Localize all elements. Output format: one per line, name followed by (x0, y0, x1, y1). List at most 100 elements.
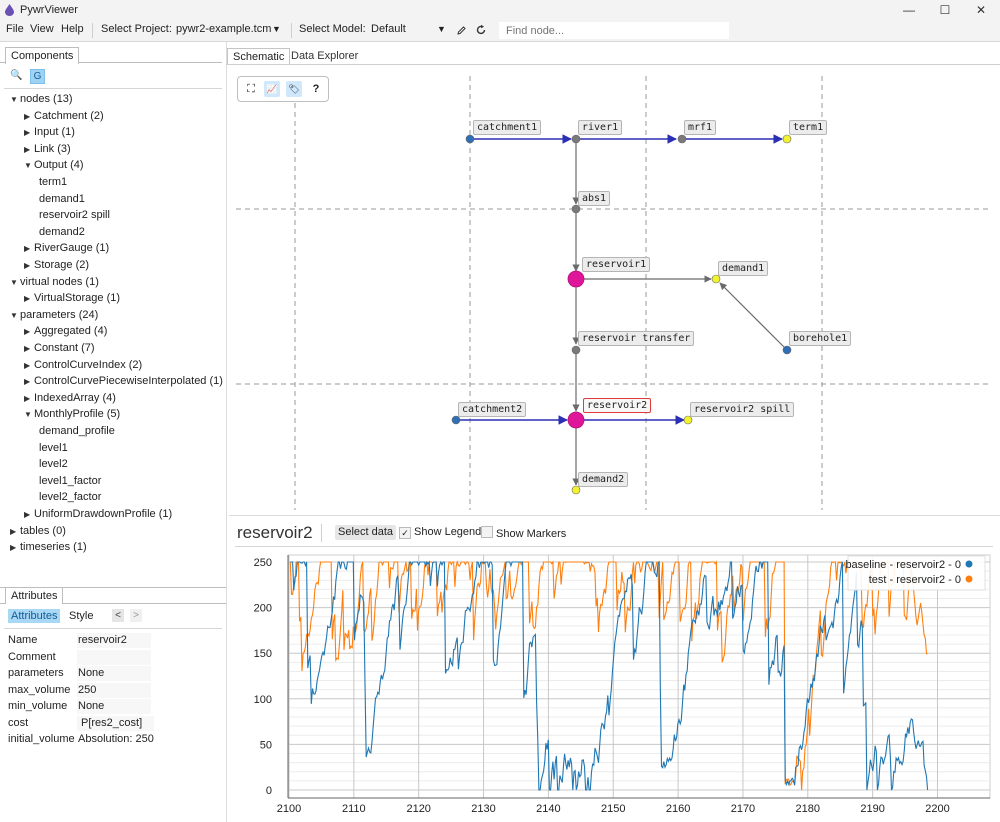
model-combo[interactable]: Default (371, 23, 406, 35)
node-river1[interactable] (571, 134, 581, 144)
tree-item[interactable]: level1 (38, 440, 68, 456)
node-label-mrf1[interactable]: mrf1 (684, 120, 717, 135)
tree-item[interactable]: ▶ ControlCurvePiecewiseInterpolated (1) (24, 373, 223, 389)
collapsed-arrow-icon[interactable]: ▶ (24, 360, 31, 370)
tree-item[interactable]: ▶ tables (0) (10, 523, 66, 539)
expanded-arrow-icon[interactable]: ▼ (10, 277, 18, 287)
tab-schematic[interactable]: Schematic (227, 48, 291, 65)
select-data-button[interactable]: Select data (335, 525, 397, 540)
collapsed-arrow-icon[interactable]: ▶ (10, 526, 17, 536)
node-label-reservoir_transfer[interactable]: reservoir transfer (578, 331, 695, 346)
tree-item[interactable]: demand2 (38, 224, 85, 240)
tree-item[interactable]: ▶ Input (1) (24, 124, 75, 140)
line-chart[interactable]: 0 50 100 150 200 250 2100 2110 2120 2130 2140 2150 2… (229, 546, 1000, 822)
search-icon[interactable]: 🔍 (10, 70, 23, 81)
tree-item[interactable]: ▶ RiverGauge (1) (24, 240, 109, 256)
tab-data-explorer[interactable]: Data Explorer (291, 50, 359, 62)
node-label-demand2[interactable]: demand2 (578, 472, 629, 487)
collapsed-arrow-icon[interactable]: ▶ (24, 344, 31, 353)
splitter[interactable] (226, 42, 227, 822)
collapsed-arrow-icon[interactable]: ▶ (24, 393, 31, 403)
tree-item[interactable]: ▼ virtual nodes (1) (10, 274, 99, 290)
collapsed-arrow-icon[interactable]: ▶ (24, 111, 31, 121)
attribute-value[interactable]: None (77, 699, 151, 714)
node-reservoir1[interactable] (567, 270, 585, 288)
tree-item[interactable]: ▶ Storage (2) (24, 257, 89, 273)
expanded-arrow-icon[interactable]: ▼ (10, 95, 18, 104)
menu-view[interactable]: View (30, 23, 54, 35)
model-dropdown-icon[interactable]: ▼ (437, 24, 446, 34)
series-line-baseline[interactable] (290, 560, 929, 791)
subtab-style[interactable]: Style (69, 610, 94, 622)
series-line-test[interactable] (289, 560, 928, 791)
node-reservoir_transfer[interactable] (571, 345, 581, 355)
tree-item[interactable]: level2_factor (38, 489, 101, 505)
node-label-reservoir1[interactable]: reservoir1 (582, 257, 651, 272)
tab-components[interactable]: Components (5, 47, 80, 64)
expanded-arrow-icon[interactable]: ▼ (24, 161, 32, 171)
node-demand2[interactable] (571, 485, 581, 495)
attribute-value[interactable] (77, 649, 151, 665)
tree-item[interactable]: ▶ ControlCurveIndex (2) (24, 357, 142, 373)
prev-button[interactable]: < (112, 609, 124, 622)
attribute-value[interactable]: reservoir2 (77, 633, 151, 648)
attribute-value[interactable]: None (77, 666, 151, 681)
collapsed-arrow-icon[interactable]: ▶ (24, 510, 31, 519)
node-reservoir2[interactable] (567, 411, 585, 429)
menu-file[interactable]: File (6, 23, 24, 35)
node-label-demand1[interactable]: demand1 (718, 261, 769, 276)
next-button[interactable]: > (130, 609, 142, 622)
node-label-reservoir2[interactable]: reservoir2 (583, 398, 652, 413)
collapsed-arrow-icon[interactable]: ▶ (24, 377, 31, 387)
node-abs1[interactable] (571, 204, 581, 214)
help-icon[interactable]: ? (312, 83, 320, 95)
node-catchment2[interactable] (451, 415, 461, 425)
tab-attributes[interactable]: Attributes (5, 587, 64, 604)
edit-icon[interactable] (456, 25, 467, 36)
tree-item[interactable]: ▼ nodes (13) (10, 91, 73, 107)
tag-icon[interactable]: 🏷 (286, 81, 302, 97)
tree-item[interactable]: ▶ UniformDrawdownProfile (1) (24, 506, 172, 522)
tree-item[interactable]: ▶ Link (3) (24, 141, 71, 157)
tree-item[interactable]: demand1 (38, 191, 85, 207)
node-label-catchment1[interactable]: catchment1 (473, 120, 542, 135)
tree-item[interactable]: reservoir2 spill (38, 207, 110, 223)
tree-item[interactable]: level2 (38, 456, 68, 472)
tree-item[interactable]: ▶ Catchment (2) (24, 108, 104, 124)
splitter[interactable] (229, 515, 1000, 516)
tree-item[interactable]: ▶ Aggregated (4) (24, 323, 107, 339)
project-combo[interactable]: pywr2-example.tcm (176, 23, 272, 35)
node-label-catchment2[interactable]: catchment2 (458, 402, 527, 417)
project-dropdown-icon[interactable]: ▼ (272, 24, 281, 34)
collapsed-arrow-icon[interactable]: ▶ (10, 543, 17, 553)
node-reservoir2_spill[interactable] (683, 415, 693, 425)
collapsed-arrow-icon[interactable]: ▶ (24, 244, 31, 254)
node-mrf1[interactable] (677, 134, 687, 144)
tree-item[interactable]: ▼ MonthlyProfile (5) (24, 406, 120, 422)
collapsed-arrow-icon[interactable]: ▶ (24, 128, 31, 138)
close-button[interactable]: ✕ (975, 3, 987, 17)
show-markers-checkbox[interactable]: Show Markers (481, 526, 566, 540)
node-label-reservoir2_spill[interactable]: reservoir2 spill (690, 402, 795, 417)
schematic-canvas[interactable] (229, 65, 1000, 515)
fit-view-icon[interactable]: ⛶ (247, 83, 255, 95)
collapsed-arrow-icon[interactable]: ▶ (24, 327, 31, 337)
node-label-borehole1[interactable]: borehole1 (789, 331, 852, 346)
node-label-river1[interactable]: river1 (578, 120, 623, 135)
menu-help[interactable]: Help (61, 23, 84, 35)
show-legend-checkbox[interactable]: ✓ Show Legend (399, 526, 481, 539)
refresh-icon[interactable] (475, 24, 487, 36)
graph-view-icon[interactable]: G (30, 69, 45, 84)
attribute-value[interactable]: P[res2_cost] (77, 715, 154, 731)
collapsed-arrow-icon[interactable]: ▶ (24, 144, 31, 154)
node-demand1[interactable] (711, 274, 721, 284)
node-borehole1[interactable] (782, 345, 792, 355)
collapsed-arrow-icon[interactable]: ▶ (24, 294, 31, 304)
attribute-value[interactable]: 250 (77, 682, 151, 698)
tree-item[interactable]: level1_factor (38, 473, 101, 489)
node-catchment1[interactable] (465, 134, 475, 144)
find-node-input[interactable] (499, 22, 729, 39)
node-term1[interactable] (782, 134, 792, 144)
node-label-term1[interactable]: term1 (789, 120, 828, 135)
subtab-attributes[interactable]: Attributes (8, 609, 61, 623)
